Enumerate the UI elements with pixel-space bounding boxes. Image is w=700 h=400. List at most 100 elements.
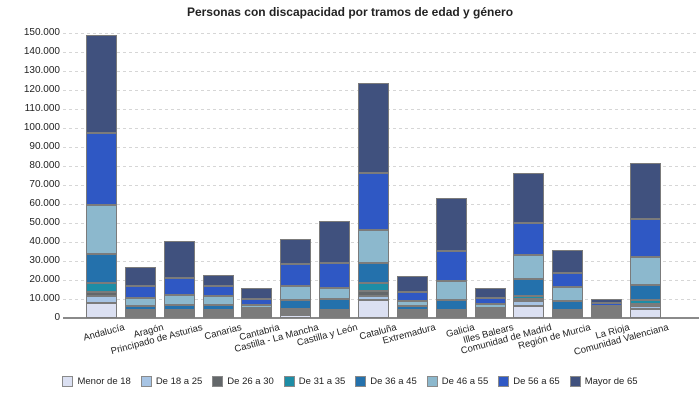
bar-segment[interactable] <box>552 312 584 314</box>
bar-segment[interactable] <box>513 255 545 280</box>
bar-segment[interactable] <box>513 296 545 300</box>
bar-segment[interactable] <box>241 299 273 305</box>
bar-segment[interactable] <box>513 299 545 302</box>
bar-segment[interactable] <box>629 303 661 307</box>
bar-segment[interactable] <box>396 314 428 316</box>
legend-item[interactable]: Mayor de 65 <box>569 376 638 387</box>
bar-segment[interactable] <box>86 34 117 133</box>
bar-segment[interactable] <box>357 295 389 300</box>
bar-segment[interactable] <box>357 262 389 284</box>
bar-segment[interactable] <box>591 316 623 318</box>
bar-segment[interactable] <box>280 286 312 301</box>
bar-segment[interactable] <box>124 306 156 310</box>
bar-segment[interactable] <box>435 311 467 314</box>
bar-segment[interactable] <box>319 311 351 314</box>
bar-segment[interactable] <box>513 301 545 307</box>
bar-segment[interactable] <box>474 307 506 310</box>
legend-item[interactable]: De 31 a 35 <box>283 376 345 387</box>
bar-segment[interactable] <box>629 218 661 257</box>
bar-regi-n-de-murcia[interactable] <box>552 249 584 318</box>
bar-segment[interactable] <box>241 314 273 316</box>
bar-segment[interactable] <box>357 283 389 291</box>
bar-segment[interactable] <box>591 312 623 314</box>
bar-segment[interactable] <box>124 316 156 318</box>
bar-segment[interactable] <box>357 290 389 296</box>
bar-segment[interactable] <box>202 316 234 318</box>
bar-segment[interactable] <box>435 250 467 281</box>
bar-segment[interactable] <box>280 308 312 311</box>
bar-segment[interactable] <box>319 313 351 316</box>
bar-segment[interactable] <box>163 295 195 306</box>
bar-segment[interactable] <box>163 305 195 310</box>
legend-item[interactable]: De 36 a 45 <box>355 376 417 387</box>
bar-segment[interactable] <box>280 300 312 309</box>
legend-item[interactable]: De 46 a 55 <box>426 376 488 387</box>
bar-segment[interactable] <box>86 295 117 304</box>
bar-comunidad-de-madrid[interactable] <box>513 172 545 318</box>
bar-segment[interactable] <box>591 314 623 316</box>
bar-segment[interactable] <box>396 312 428 314</box>
bar-segment[interactable] <box>86 254 117 284</box>
bar-segment[interactable] <box>552 314 584 316</box>
bar-segment[interactable] <box>629 284 661 300</box>
bar-segment[interactable] <box>357 229 389 263</box>
bar-segment[interactable] <box>435 309 467 312</box>
bar-segment[interactable] <box>280 264 312 287</box>
bar-segment[interactable] <box>319 262 351 288</box>
bar-segment[interactable] <box>124 314 156 316</box>
bar-illes-balears[interactable] <box>474 288 506 318</box>
bar-segment[interactable] <box>435 299 467 310</box>
bar-segment[interactable] <box>513 279 545 297</box>
bar-canarias[interactable] <box>202 275 234 318</box>
bar-principado-de-asturias[interactable] <box>163 241 195 318</box>
bar-arag-n[interactable] <box>124 267 156 318</box>
bar-segment[interactable] <box>86 132 117 206</box>
bar-segment[interactable] <box>552 316 584 318</box>
bar-segment[interactable] <box>163 314 195 316</box>
bar-segment[interactable] <box>357 82 389 174</box>
bar-castilla-la-mancha[interactable] <box>280 239 312 318</box>
bar-segment[interactable] <box>241 304 273 308</box>
bar-segment[interactable] <box>396 275 428 292</box>
bar-segment[interactable] <box>202 286 234 297</box>
bar-segment[interactable] <box>357 299 389 318</box>
bar-segment[interactable] <box>241 307 273 310</box>
bar-segment[interactable] <box>163 277 195 296</box>
bar-segment[interactable] <box>474 288 506 299</box>
bar-segment[interactable] <box>163 316 195 318</box>
bar-catalu-a[interactable] <box>357 82 389 318</box>
bar-segment[interactable] <box>435 315 467 318</box>
bar-segment[interactable] <box>396 291 428 302</box>
bar-segment[interactable] <box>591 303 623 306</box>
bar-segment[interactable] <box>552 287 584 301</box>
bar-segment[interactable] <box>396 306 428 310</box>
bar-segment[interactable] <box>474 298 506 305</box>
bar-segment[interactable] <box>474 312 506 314</box>
bar-segment[interactable] <box>474 314 506 316</box>
bar-segment[interactable] <box>629 299 661 304</box>
bar-segment[interactable] <box>163 241 195 278</box>
bar-segment[interactable] <box>241 316 273 318</box>
bar-segment[interactable] <box>474 310 506 312</box>
bar-segment[interactable] <box>629 162 661 219</box>
bar-segment[interactable] <box>319 287 351 300</box>
bar-segment[interactable] <box>202 312 234 314</box>
bar-segment[interactable] <box>591 298 623 304</box>
legend-item[interactable]: Menor de 18 <box>62 376 131 387</box>
bar-comunidad-valenciana[interactable] <box>629 162 661 318</box>
bar-segment[interactable] <box>124 267 156 287</box>
bar-segment[interactable] <box>396 301 428 307</box>
bar-segment[interactable] <box>591 308 623 310</box>
bar-castilla-y-le-n[interactable] <box>319 220 351 318</box>
bar-segment[interactable] <box>280 312 312 315</box>
bar-segment[interactable] <box>124 286 156 299</box>
bar-segment[interactable] <box>241 287 273 300</box>
bar-segment[interactable] <box>202 314 234 316</box>
bar-segment[interactable] <box>202 304 234 310</box>
bar-segment[interactable] <box>86 283 117 292</box>
bar-segment[interactable] <box>319 315 351 318</box>
bar-segment[interactable] <box>319 220 351 263</box>
legend-item[interactable]: De 18 a 25 <box>140 376 202 387</box>
bar-segment[interactable] <box>280 239 312 265</box>
bar-segment[interactable] <box>396 316 428 318</box>
